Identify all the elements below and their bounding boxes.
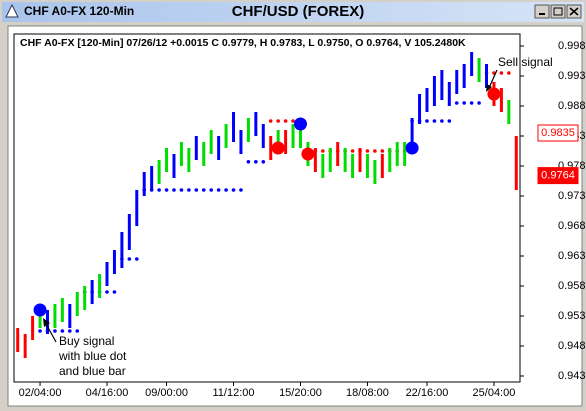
price-marker — [537, 167, 579, 185]
stop-dot — [283, 119, 288, 123]
stop-dot — [373, 149, 377, 153]
sell-annotation: Sell signal — [498, 55, 553, 69]
stop-dot — [194, 188, 199, 192]
window-title: CHF A0-FX 120-Min — [24, 4, 134, 18]
stop-dot — [68, 329, 72, 333]
app-icon — [5, 3, 19, 18]
buy-annotation: Buy signal — [59, 334, 114, 348]
stop-dot — [38, 329, 42, 333]
signal-dot — [487, 87, 501, 101]
x-tick-label: 22/16:00 — [406, 387, 449, 399]
x-tick-label: 18/08:00 — [346, 387, 389, 399]
buy-annotation: and blue bar — [59, 364, 126, 378]
y-tick-label: 0.953 — [558, 310, 586, 322]
y-tick-label: 0.943 — [558, 370, 586, 382]
stop-dot — [454, 101, 459, 105]
stop-dot — [246, 160, 251, 164]
stop-dot — [477, 101, 481, 105]
stop-dot — [440, 119, 444, 123]
buy-arrowhead — [43, 318, 50, 327]
y-tick-label: 0.973 — [558, 190, 586, 202]
stop-dot — [172, 188, 176, 192]
y-tick-label: 0.993 — [558, 70, 586, 82]
stop-dot — [127, 257, 132, 261]
stop-dot — [239, 188, 243, 192]
stop-dot — [469, 101, 474, 105]
plot-frame — [13, 33, 521, 383]
title-bar — [2, 2, 584, 22]
buy-arrow — [44, 321, 57, 343]
x-tick-label: 11/12:00 — [213, 387, 255, 399]
maximize-icon — [553, 7, 563, 16]
x-tick-label: 09/00:00 — [145, 387, 188, 399]
y-tick-label: 0.998 — [558, 40, 586, 52]
stop-dot — [157, 188, 161, 192]
window-buttons[interactable] — [534, 4, 582, 19]
signal-dot — [301, 147, 315, 161]
stop-dot — [447, 119, 452, 123]
stop-dot — [134, 257, 139, 261]
stop-dot — [291, 119, 295, 123]
chart-title: CHF/USD (FOREX) — [232, 3, 365, 20]
stop-dot — [432, 119, 437, 123]
stop-dot — [321, 149, 325, 153]
x-tick-label: 15/20:00 — [279, 387, 322, 399]
stop-dot — [209, 188, 213, 192]
signal-dot — [405, 141, 419, 155]
stop-dot — [276, 119, 280, 123]
stop-dot — [268, 119, 273, 123]
x-tick-label: 25/04:00 — [473, 387, 516, 399]
stop-dot — [231, 188, 236, 192]
x-tick-label: 02/04:00 — [19, 387, 62, 399]
minimize-button[interactable] — [534, 4, 550, 19]
sell-arrowhead — [486, 84, 492, 92]
close-icon — [569, 7, 579, 16]
stop-dot — [201, 188, 206, 192]
maximize-button[interactable] — [550, 4, 566, 19]
y-tick-label: 0.963 — [558, 250, 586, 262]
stop-dot — [60, 329, 65, 333]
buy-annotation: with blue dot — [58, 349, 127, 363]
price-marker — [537, 124, 579, 142]
y-tick-label: 0.968 — [558, 220, 586, 232]
price-marker-label: 0.9835 — [541, 127, 575, 139]
signal-dot — [33, 303, 47, 317]
info-line: CHF A0-FX [120-Min] 07/26/12 +0.0015 C 0… — [20, 37, 466, 49]
y-tick-label: 0.988 — [558, 100, 586, 112]
stop-dot — [350, 149, 355, 153]
stop-dot — [425, 119, 429, 123]
price-marker-label: 0.9764 — [541, 170, 575, 182]
y-tick-label: 0.958 — [558, 280, 586, 292]
stop-dot — [261, 160, 266, 164]
stop-dot — [216, 188, 221, 192]
stop-dot — [254, 160, 258, 164]
stop-dot — [53, 329, 57, 333]
stop-dot — [365, 149, 370, 153]
stop-dot — [179, 188, 184, 192]
stop-dot — [380, 149, 385, 153]
stop-dot — [462, 101, 466, 105]
signal-dot — [271, 141, 285, 155]
y-tick-label: 0.948 — [558, 340, 586, 352]
plot: 0.9430.9480.9530.9580.9630.9680.9730.978… — [16, 40, 586, 399]
stop-dot — [112, 290, 117, 294]
stop-dot — [164, 188, 169, 192]
stop-dot — [499, 71, 504, 75]
stop-dot — [105, 290, 109, 294]
stop-dot — [75, 329, 80, 333]
sell-arrow — [488, 69, 498, 89]
x-tick-label: 04/16:00 — [86, 387, 129, 399]
stop-dot — [507, 71, 511, 75]
stop-dot — [224, 188, 228, 192]
stop-dot — [187, 188, 191, 192]
signal-dot — [293, 117, 307, 131]
